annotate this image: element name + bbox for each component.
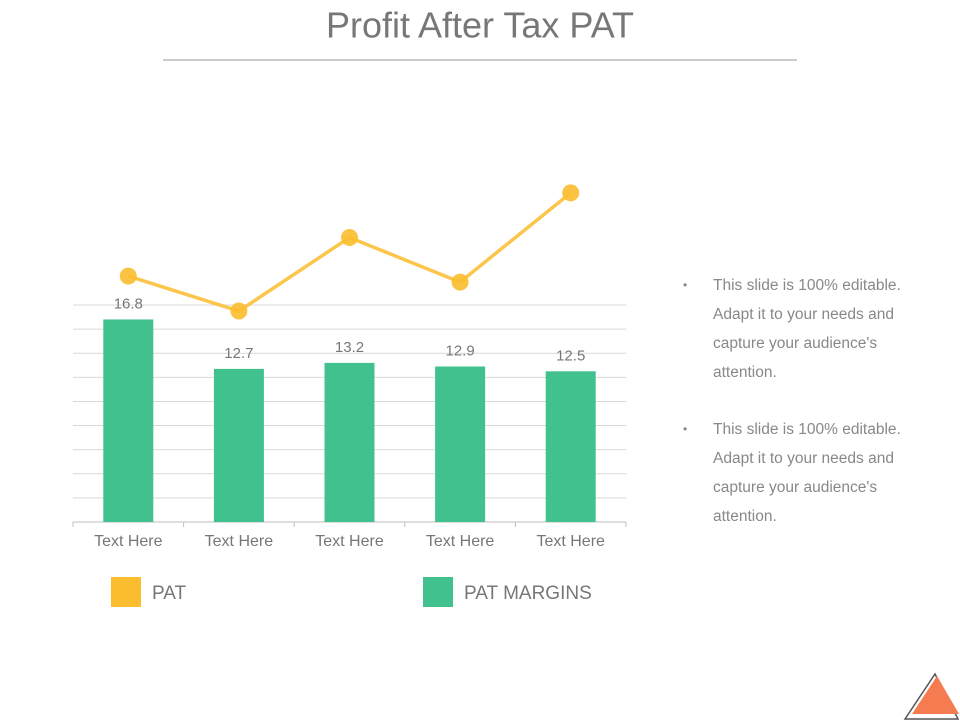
line: [127, 191, 572, 313]
data-label: 12.9: [445, 342, 474, 359]
x-tick-label: Text Here: [536, 533, 605, 550]
logo: [903, 672, 960, 720]
legend-label: PAT: [152, 583, 187, 604]
legend-swatch: [423, 577, 453, 607]
x-tick-label: Text Here: [205, 533, 274, 550]
bar: [435, 366, 486, 522]
line-point: [341, 228, 358, 246]
x-tick-label: Text Here: [94, 533, 163, 550]
bar: [324, 362, 375, 522]
bar: [103, 319, 154, 522]
data-label: 16.8: [114, 295, 143, 312]
note: This slide is 100% editable. Adapt it to…: [683, 415, 918, 531]
line-point: [562, 184, 580, 202]
data-label: 13.2: [335, 339, 364, 356]
line-point: [451, 273, 469, 291]
bar: [213, 368, 264, 522]
data-label: 12.5: [556, 347, 585, 364]
legend-swatch: [111, 577, 141, 607]
chart-title: Profit After Tax PAT: [326, 5, 634, 46]
line-point: [119, 267, 137, 285]
bar: [545, 371, 596, 522]
x-tick-label: Text Here: [315, 533, 384, 550]
x-tick-label: Text Here: [426, 533, 495, 550]
data-label: 12.7: [224, 345, 253, 362]
legend-label: PAT MARGINS: [464, 583, 592, 604]
line-point: [230, 302, 248, 320]
note: This slide is 100% editable. Adapt it to…: [683, 271, 918, 387]
